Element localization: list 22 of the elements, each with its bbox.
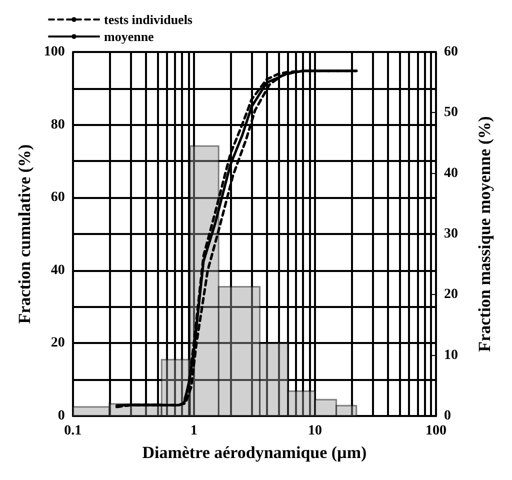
y-tick-label: 0 bbox=[58, 408, 65, 424]
y2-tick-label: 30 bbox=[444, 226, 458, 242]
y2-tick-label: 60 bbox=[444, 44, 458, 60]
x-tick-label: 1 bbox=[190, 424, 198, 438]
y2-tick-label: 40 bbox=[444, 166, 458, 181]
y2-tick-label: 50 bbox=[444, 105, 458, 120]
y-tick-label: 60 bbox=[50, 190, 65, 206]
y2-tick-label: 0 bbox=[444, 408, 451, 424]
legend-label: moyenne bbox=[104, 29, 154, 44]
y-tick-label: 40 bbox=[50, 262, 65, 278]
y-tick-label: 100 bbox=[44, 44, 65, 60]
y-tick-label: 80 bbox=[50, 117, 65, 132]
y2-tick-label: 10 bbox=[444, 348, 458, 363]
x-axis-title: Diamètre aérodynamique (µm) bbox=[142, 443, 367, 462]
y2-axis-title: Fraction massique moyenne (%) bbox=[475, 116, 494, 352]
y2-tick-label: 20 bbox=[444, 287, 458, 302]
y-axis-title: Fraction cumulative (%) bbox=[15, 144, 34, 324]
x-tick-label: 0.1 bbox=[64, 424, 82, 438]
legend-label: tests individuels bbox=[104, 12, 192, 27]
x-tick-label: 10 bbox=[308, 424, 322, 438]
x-tick-label: 100 bbox=[426, 424, 446, 438]
y-tick-label: 20 bbox=[50, 336, 65, 351]
